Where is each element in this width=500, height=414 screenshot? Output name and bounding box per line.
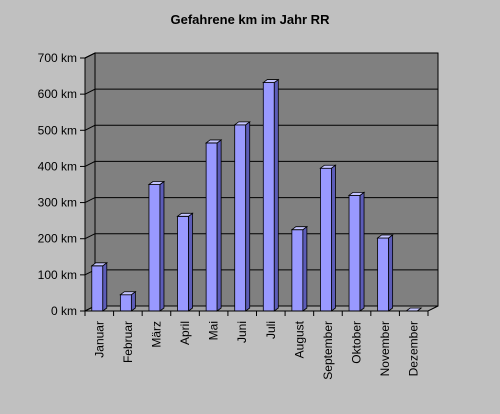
bar [262, 78, 280, 312]
bar-front [205, 142, 218, 312]
x-tick-label: Januar [92, 321, 106, 358]
bar-side [273, 78, 279, 312]
y-tick-label: 100 km [38, 268, 77, 282]
bar-side [188, 212, 193, 312]
x-tick-label: März [149, 321, 163, 348]
x-tick-label: November [378, 321, 392, 376]
bar-front [377, 237, 390, 312]
bar-front [291, 229, 304, 312]
bar-front [177, 215, 189, 312]
bar-side [359, 191, 365, 312]
bar [233, 121, 251, 312]
bar-side [388, 234, 394, 312]
bar-side [102, 262, 108, 312]
bar-front [91, 265, 104, 312]
gridline [84, 88, 438, 95]
bar-top [233, 121, 251, 126]
bar [119, 290, 137, 312]
bar-top [262, 79, 280, 83]
bar-side [159, 180, 165, 312]
bar [347, 191, 366, 312]
bar-top [204, 139, 223, 144]
bar-side [331, 164, 336, 312]
y-tick-label: 200 km [38, 232, 77, 246]
y-tick-label: 500 km [38, 123, 77, 137]
x-tick-label: Dezember [407, 321, 421, 376]
y-tick-label: 300 km [38, 196, 77, 210]
bar-top [376, 234, 394, 239]
bar [176, 212, 194, 312]
bar-side [302, 225, 308, 312]
bar [147, 180, 166, 312]
x-tick-label: Mai [207, 321, 221, 340]
bar-front [320, 167, 332, 312]
bar [319, 164, 337, 312]
gridline [84, 160, 438, 167]
bar-front [262, 82, 275, 312]
bar-top [319, 164, 337, 169]
bar [290, 225, 309, 312]
x-tick-label: April [178, 321, 192, 345]
bar [376, 234, 394, 312]
y-tick-label: 600 km [38, 87, 77, 101]
gridline [84, 52, 438, 59]
x-tick-label: Juli [264, 321, 278, 339]
x-tick-label: Februar [121, 321, 135, 363]
bar-top [176, 212, 194, 217]
bar-top [290, 226, 309, 231]
gridline [84, 124, 438, 131]
bar-top [119, 291, 137, 296]
bar-front [234, 124, 247, 312]
x-tick-label: September [321, 321, 335, 380]
y-tick-label: 0 km [51, 304, 77, 318]
bar-front [348, 194, 361, 312]
y-tick-label: 400 km [38, 159, 77, 173]
bar-top [147, 181, 166, 185]
bar [204, 139, 223, 312]
bar-top [90, 262, 108, 267]
bar-top [347, 191, 366, 196]
x-tick-label: Juni [235, 321, 249, 343]
bar [90, 262, 108, 312]
chart-title: Gefahrene km im Jahr RR [170, 12, 330, 27]
bar-side [216, 139, 222, 312]
bar-side [245, 121, 251, 312]
x-tick-label: Oktober [350, 321, 364, 364]
bar-front [119, 294, 132, 312]
y-tick-label: 700 km [38, 51, 77, 65]
x-tick-label: August [292, 320, 306, 358]
bar-front [148, 184, 161, 312]
